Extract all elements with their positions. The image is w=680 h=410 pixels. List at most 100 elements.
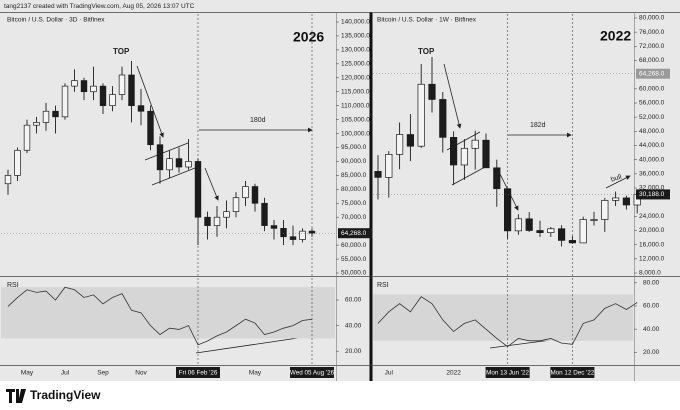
- y-tick-label: 115,000.0: [341, 88, 370, 95]
- candle-body: [71, 80, 78, 87]
- candle-body: [175, 158, 183, 168]
- y-tick-label: 48,000.0: [639, 128, 665, 135]
- candle-body: [204, 216, 211, 226]
- y-tick-label: 12,000.0: [639, 256, 665, 263]
- y-tick-label: 76,000.0: [639, 29, 665, 36]
- arrow: [204, 167, 219, 201]
- candle-body: [261, 202, 268, 226]
- candle-body: [450, 137, 458, 166]
- logo: [6, 389, 26, 403]
- channel-line: [451, 166, 486, 186]
- y-tick-label: 80,000.0: [341, 186, 367, 193]
- y-tick-label: 24,000.0: [639, 213, 665, 220]
- rsi-band: [373, 294, 633, 341]
- panel-divider: [369, 12, 373, 381]
- candle-body: [147, 110, 154, 146]
- candle-body: [166, 158, 173, 171]
- x-tick-label: Nov: [135, 370, 147, 377]
- x-tick-label: Wed 05 Aug '26: [290, 370, 335, 377]
- y-tick-label: 36,000.0: [639, 171, 665, 178]
- channel-line: [144, 142, 189, 161]
- candle-body: [406, 134, 414, 147]
- y-tick-label: 135,000.0: [341, 33, 370, 40]
- candle-body: [80, 80, 88, 93]
- annotation: TOP: [113, 47, 130, 56]
- y-tick-label: 110,000.0: [341, 102, 370, 109]
- y-tick-label: 32,000.0: [639, 185, 665, 192]
- candle-body: [23, 124, 31, 151]
- candle-body: [223, 211, 230, 218]
- x-tick-label: Mon 13 Jun '22: [486, 370, 529, 377]
- candle-body: [612, 197, 620, 201]
- x-tick-label: Fri 06 Feb '26: [179, 370, 218, 377]
- rsi-line: [377, 296, 638, 348]
- candle-body: [194, 161, 202, 218]
- y-tick-label: 100,000.0: [341, 130, 370, 137]
- annotation: bull: [610, 173, 623, 183]
- candle-body: [460, 147, 468, 166]
- candle-body: [590, 219, 598, 221]
- rsi-label: RSI: [7, 282, 19, 289]
- y-tick-label: 60,000.0: [341, 242, 367, 249]
- candle-body: [536, 230, 544, 233]
- candle-body: [185, 161, 192, 168]
- header: tang2137 created with TradingView.com, A…: [4, 3, 195, 10]
- y-tick-label: 44,000.0: [639, 142, 665, 149]
- candle-body: [232, 197, 240, 212]
- arrow: [443, 63, 462, 129]
- arrow: [136, 65, 164, 138]
- date-badge: [290, 367, 334, 378]
- y-tick-label: 140,000.0: [341, 19, 370, 26]
- candle-body: [396, 134, 404, 155]
- annotation: TOP: [418, 47, 435, 56]
- y-tick-label: 105,000.0: [341, 116, 370, 123]
- candle-body: [52, 110, 59, 118]
- candle-body: [99, 85, 107, 107]
- x-tick-label: Jul: [61, 370, 70, 377]
- x-tick-label: Sep: [97, 370, 109, 377]
- y-tick-label: 8,000.0: [639, 270, 661, 277]
- price-badge: [636, 189, 670, 200]
- candle-body: [109, 94, 116, 107]
- y-tick-label: 120,000.0: [341, 74, 370, 81]
- footer-brand: TradingView: [30, 388, 101, 402]
- candle-body: [471, 139, 479, 149]
- rsi-band: [1, 287, 335, 339]
- candle-body: [213, 216, 221, 226]
- price-label: 64,268.0: [341, 230, 367, 237]
- channel-line: [151, 167, 196, 186]
- candle-body: [579, 219, 587, 244]
- candle-body: [601, 200, 609, 220]
- rsi-tick-label: 60.00: [643, 303, 660, 310]
- candle-body: [428, 83, 436, 100]
- candle-body: [270, 225, 278, 229]
- rsi-tick-label: 40.00: [643, 326, 660, 333]
- y-tick-label: 50,000.0: [341, 270, 367, 277]
- x-tick-label: 2022: [446, 370, 461, 377]
- candle-body: [504, 188, 512, 232]
- candle-body: [525, 218, 533, 231]
- annotation: 182d: [530, 122, 546, 129]
- price-badge: [636, 68, 670, 79]
- rsi-tick-label: 20.00: [643, 349, 660, 356]
- arrow: [605, 175, 631, 189]
- y-tick-label: 20,000.0: [639, 227, 665, 234]
- rsi-tick-label: 60.00: [345, 297, 362, 304]
- candle-body: [417, 83, 425, 147]
- candle-body: [42, 110, 50, 123]
- candle-body: [514, 218, 522, 232]
- candle-body: [14, 149, 21, 176]
- annotation: 180d: [250, 117, 266, 124]
- y-tick-label: 85,000.0: [341, 172, 367, 179]
- y-tick-label: 55,000.0: [341, 256, 367, 263]
- watermark: 2026: [293, 29, 324, 45]
- candle-body: [242, 186, 249, 199]
- date-badge: [550, 367, 595, 378]
- footer-bar: [0, 381, 680, 410]
- candle-body: [493, 167, 501, 190]
- rsi-label: RSI: [377, 282, 389, 289]
- y-tick-label: 75,000.0: [341, 200, 367, 207]
- candle-body: [128, 74, 135, 107]
- chart-title: Bitcoin / U.S. Dollar · 3D · Bitfinex: [7, 17, 105, 24]
